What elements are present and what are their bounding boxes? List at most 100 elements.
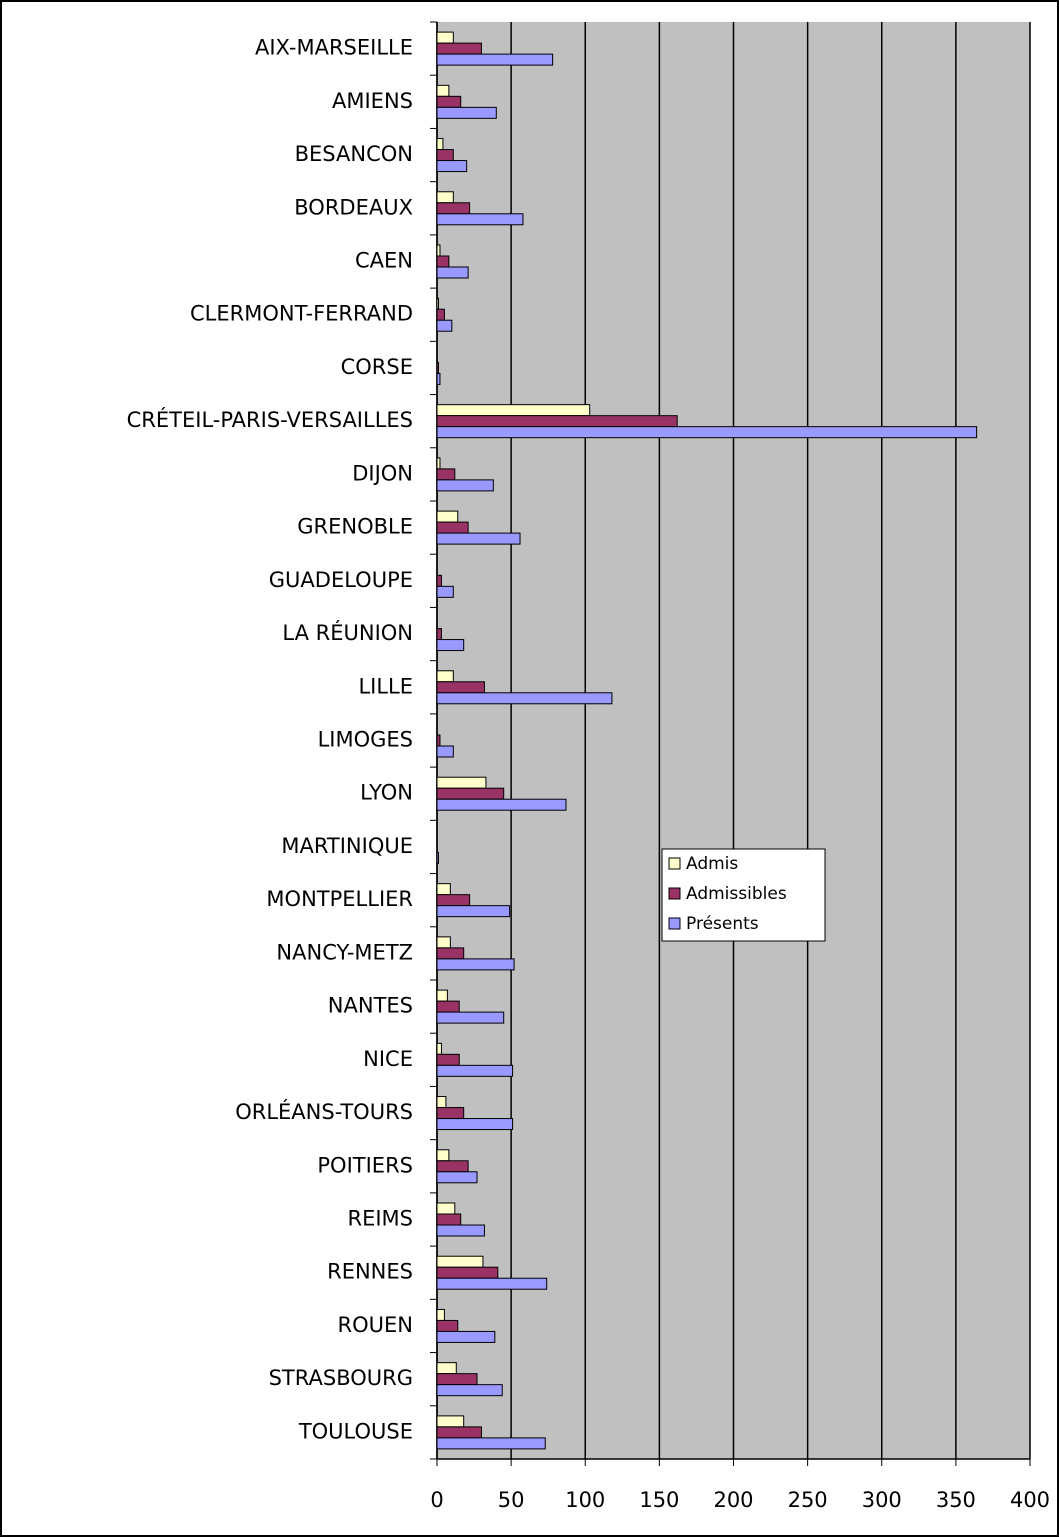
bar	[436, 1308, 445, 1321]
bar	[436, 1011, 505, 1024]
bar	[436, 1149, 450, 1162]
y-tick-label: STRASBOURG	[269, 1366, 413, 1390]
y-tick-label: LIMOGES	[318, 728, 413, 752]
bar	[436, 1426, 482, 1439]
bar	[436, 84, 450, 97]
bar	[436, 776, 487, 789]
bar	[436, 1330, 496, 1343]
bar	[436, 1384, 503, 1397]
y-tick-label: CRÉTEIL-PARIS-VERSAILLES	[127, 407, 413, 432]
legend: Admis Admissibles Présents	[661, 848, 826, 942]
bar	[436, 798, 567, 811]
bar	[436, 1362, 457, 1375]
legend-label: Admis	[686, 854, 738, 874]
bar	[436, 42, 482, 55]
bar	[436, 1255, 484, 1268]
bar	[436, 53, 554, 66]
bar	[436, 1224, 485, 1237]
bar	[436, 574, 442, 587]
bar	[436, 787, 505, 800]
y-tick-label: LILLE	[358, 674, 413, 698]
y-tick-label: ROUEN	[338, 1313, 413, 1337]
y-tick-label: CLERMONT-FERRAND	[190, 302, 413, 326]
bar	[436, 936, 451, 949]
bar	[436, 160, 468, 173]
x-tick-label: 350	[936, 1488, 976, 1512]
bar	[436, 457, 441, 470]
x-tick-label: 50	[498, 1488, 525, 1512]
y-tick-label: TOULOUSE	[298, 1419, 413, 1443]
y-tick-label: LYON	[360, 781, 413, 805]
bar	[436, 149, 454, 162]
y-tick-label: LA RÉUNION	[282, 620, 413, 645]
bar	[436, 1053, 460, 1066]
bar	[436, 468, 456, 481]
bar	[436, 745, 454, 758]
y-tick-label: GRENOBLE	[297, 515, 413, 539]
bar	[436, 213, 524, 226]
bar	[436, 958, 515, 971]
bar	[436, 639, 465, 652]
legend-label: Admissibles	[686, 884, 787, 904]
bar	[436, 692, 613, 705]
x-tick-label: 0	[430, 1488, 443, 1512]
bar	[436, 585, 454, 598]
bar	[436, 1042, 442, 1055]
bar	[436, 510, 459, 523]
bar	[436, 883, 451, 896]
bar	[436, 426, 978, 439]
bar	[436, 1096, 447, 1109]
bar	[436, 1319, 459, 1332]
y-tick-label: AMIENS	[332, 89, 413, 113]
bar	[436, 734, 441, 747]
y-tick-label: ORLÉANS-TOURS	[235, 1099, 413, 1124]
y-tick-label: CORSE	[341, 355, 413, 379]
y-tick-label: RENNES	[327, 1260, 413, 1284]
y-tick-label: CAEN	[355, 249, 413, 273]
bar	[436, 628, 442, 641]
bar	[436, 266, 469, 279]
bar	[436, 138, 444, 151]
bar	[436, 308, 445, 321]
legend-box	[661, 848, 826, 942]
bar	[436, 415, 678, 428]
bar	[436, 851, 439, 864]
bar	[436, 297, 439, 310]
bar	[436, 521, 469, 534]
bar	[436, 1266, 499, 1279]
bar	[436, 947, 465, 960]
bar	[436, 191, 454, 204]
bar	[436, 244, 441, 257]
bar	[436, 1373, 478, 1386]
bar	[436, 1277, 548, 1290]
bar	[436, 1107, 465, 1120]
bar	[436, 1437, 546, 1450]
bar	[436, 1118, 514, 1131]
bar	[436, 95, 462, 108]
bar	[436, 479, 494, 492]
y-tick-label: BORDEAUX	[294, 195, 413, 219]
bar	[436, 1171, 478, 1184]
bar	[436, 681, 485, 694]
x-tick-label: 250	[788, 1488, 828, 1512]
bar	[436, 255, 450, 268]
y-tick-label: GUADELOUPE	[269, 568, 413, 592]
y-tick-label: DIJON	[352, 461, 413, 485]
y-tick-label: NANCY-METZ	[276, 940, 413, 964]
bar	[436, 202, 471, 215]
bar	[436, 1160, 469, 1173]
bar	[436, 670, 454, 683]
x-tick-label: 100	[565, 1488, 605, 1512]
bar	[436, 319, 453, 332]
bar	[436, 106, 497, 119]
bar	[436, 894, 471, 907]
bar	[436, 989, 448, 1002]
legend-swatch	[668, 887, 681, 900]
y-tick-label: BESANCON	[295, 142, 413, 166]
bar	[436, 532, 521, 545]
bar	[436, 1064, 514, 1077]
bar	[436, 404, 591, 417]
y-tick-label: NANTES	[328, 994, 413, 1018]
x-tick-label: 200	[713, 1488, 753, 1512]
